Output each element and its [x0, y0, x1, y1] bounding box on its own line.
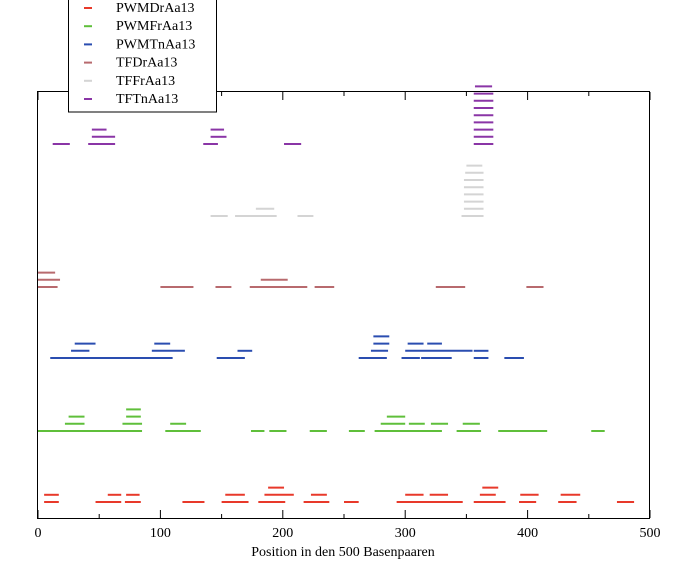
series-PWMFrAa13 — [38, 408, 605, 432]
series-TFDrAa13 — [38, 271, 544, 288]
x-tick-label: 300 — [395, 526, 416, 541]
plot-frame — [37, 91, 650, 519]
legend-box — [68, 0, 217, 113]
x-axis: 0 100 200 300 400 500 — [35, 92, 661, 541]
x-tick-label: 500 — [640, 526, 661, 541]
x-tick-label: 400 — [517, 526, 538, 541]
legend-label: PWMTnAa13 — [116, 37, 195, 52]
legend-label: PWMDrAa13 — [116, 1, 195, 16]
series-PWMTnAa13 — [50, 335, 524, 359]
legend-label: TFFrAa13 — [116, 74, 175, 89]
series-layer — [38, 85, 635, 503]
series-PWMDrAa13 — [44, 486, 635, 503]
series-TFTnAa13 — [52, 85, 494, 145]
x-tick-label: 100 — [150, 526, 171, 541]
series-TFFrAa13 — [210, 164, 484, 217]
legend: PWMDrAa13 PWMFrAa13 PWMTnAa13 TFDrAa13 TFFrA… — [68, 0, 217, 113]
x-tick-label: 200 — [272, 526, 293, 541]
x-axis-title: Position in den 500 Basenpaaren — [251, 545, 435, 560]
legend-label: TFDrAa13 — [116, 56, 177, 71]
legend-label: TFTnAa13 — [116, 92, 178, 107]
legend-label: PWMFrAa13 — [116, 19, 192, 34]
x-tick-label: 0 — [35, 526, 42, 541]
